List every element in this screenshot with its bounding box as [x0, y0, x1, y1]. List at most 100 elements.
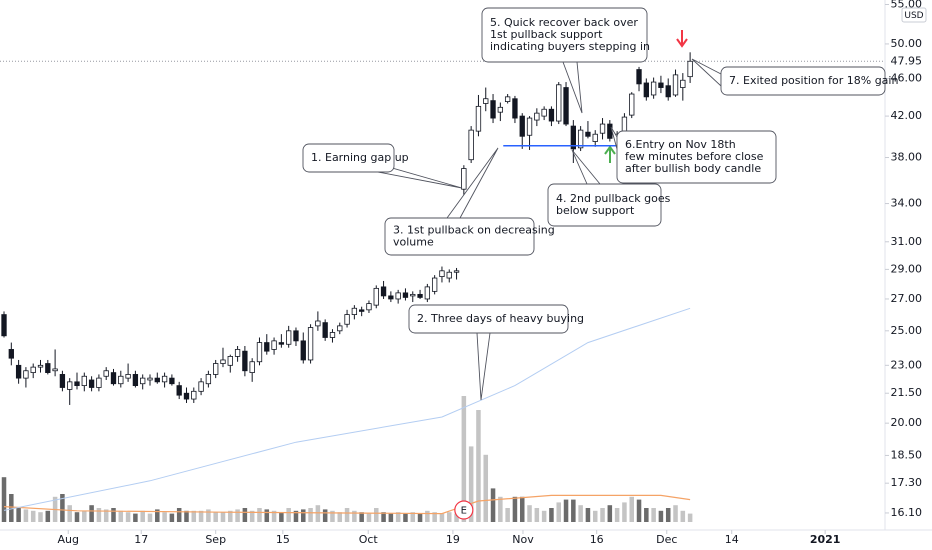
callout-box: [616, 130, 777, 184]
volume-bar: [483, 454, 489, 522]
candle-body: [497, 106, 504, 113]
volume-bar: [162, 512, 167, 522]
y-tick-label: 20.00: [891, 416, 923, 429]
volume-bar: [198, 510, 204, 522]
candle-body: [286, 330, 292, 345]
candle-body: [45, 363, 51, 373]
volume-bar: [337, 512, 343, 522]
volume-bar: [184, 510, 189, 522]
candle-body: [395, 292, 401, 300]
volume-bar: [155, 509, 160, 522]
volume-bar: [264, 509, 270, 522]
candle-body: [198, 381, 204, 392]
callout-box: [384, 217, 535, 256]
candle-body: [468, 129, 474, 161]
x-tick-label: 14: [725, 533, 739, 546]
callout-text: 5. Quick recover back over: [490, 16, 638, 29]
volume-bar: [629, 496, 634, 522]
candle-body: [132, 374, 139, 387]
volume-bar: [23, 509, 29, 522]
candle-body: [264, 342, 270, 352]
candle-body: [234, 349, 241, 357]
volume-bar: [644, 508, 649, 522]
volume-bar: [527, 505, 532, 522]
candle-body: [599, 123, 606, 134]
candle-body: [665, 85, 671, 98]
x-tick-label: Aug: [58, 533, 79, 546]
volume-bar: [125, 512, 131, 522]
callout-text: 2. Three days of heavy buying: [417, 312, 584, 325]
volume-bar: [344, 508, 350, 522]
volume-bar: [622, 502, 627, 522]
candle-body: [446, 271, 452, 279]
callout-text: 1st pullback support: [490, 28, 603, 41]
volume-bar: [242, 508, 248, 522]
candle-body: [658, 82, 664, 88]
candle-body: [278, 342, 285, 345]
candle-body: [300, 340, 306, 361]
candle-body: [373, 287, 379, 306]
candle-body: [322, 322, 328, 338]
y-tick-label: 27.00: [891, 292, 923, 305]
candle-body: [242, 350, 248, 372]
volume-bar: [403, 513, 408, 522]
volume-bar: [228, 510, 233, 522]
callout-text: 7. Exited position for 18% gain: [729, 74, 898, 87]
volume-bar: [293, 510, 299, 522]
entry-arrow: [604, 145, 616, 163]
volume-bar: [636, 499, 642, 522]
callout-text: 6.Entry on Nov 18th: [625, 138, 736, 151]
volume-bar: [519, 496, 525, 522]
volume-bar: [607, 505, 613, 522]
x-tick-label: Nov: [512, 533, 534, 546]
volume-bar: [417, 513, 423, 522]
candle-body: [344, 314, 350, 325]
candle-body: [585, 131, 591, 137]
candle-body: [650, 81, 657, 96]
candle-body: [556, 84, 562, 122]
candle-body: [271, 340, 277, 350]
candle-body: [519, 115, 525, 137]
volume-bar: [549, 508, 554, 522]
y-tick-label: 17.30: [891, 476, 923, 489]
candle-body: [293, 330, 299, 342]
callout-text: volume: [393, 236, 434, 249]
exit-arrow: [676, 30, 688, 48]
y-tick-label: 55.00: [891, 0, 923, 10]
candle-body: [103, 370, 109, 377]
candle-body: [534, 112, 540, 121]
callout: 2. Three days of heavy buying: [408, 304, 584, 401]
candle-body: [169, 377, 175, 385]
volume-bar: [600, 508, 605, 522]
volume-bar: [111, 508, 116, 522]
candle-body: [337, 325, 343, 332]
volume-bar: [585, 508, 591, 522]
callout-text: indicating buyers stepping in: [490, 40, 650, 53]
volume-bar: [395, 512, 401, 522]
volume-bar: [1, 477, 7, 522]
candle-body: [256, 342, 263, 363]
candle-body: [359, 309, 365, 312]
volume-bar: [490, 488, 496, 522]
volume-bar: [82, 510, 87, 522]
candle-body: [636, 69, 642, 85]
candle-body: [183, 392, 190, 400]
volume-bar: [454, 513, 459, 522]
volume-bar: [89, 505, 94, 522]
volume-bar: [578, 505, 583, 522]
candle-body: [607, 123, 613, 139]
candle-body: [315, 320, 321, 327]
volume-bar: [9, 494, 14, 522]
candle-body: [329, 332, 336, 338]
callout-text: 1. Earning gap up: [311, 151, 409, 164]
volume-bar: [213, 512, 218, 522]
y-tick-label: 16.10: [891, 506, 923, 519]
candle-body: [439, 270, 445, 277]
candle-body: [643, 82, 649, 98]
y-tick-label: 29.00: [891, 262, 923, 275]
volume-bar: [468, 446, 474, 522]
volume-bar: [103, 509, 109, 522]
currency-box: [901, 7, 927, 23]
candle-body: [490, 100, 496, 119]
volume-bar: [74, 512, 80, 522]
